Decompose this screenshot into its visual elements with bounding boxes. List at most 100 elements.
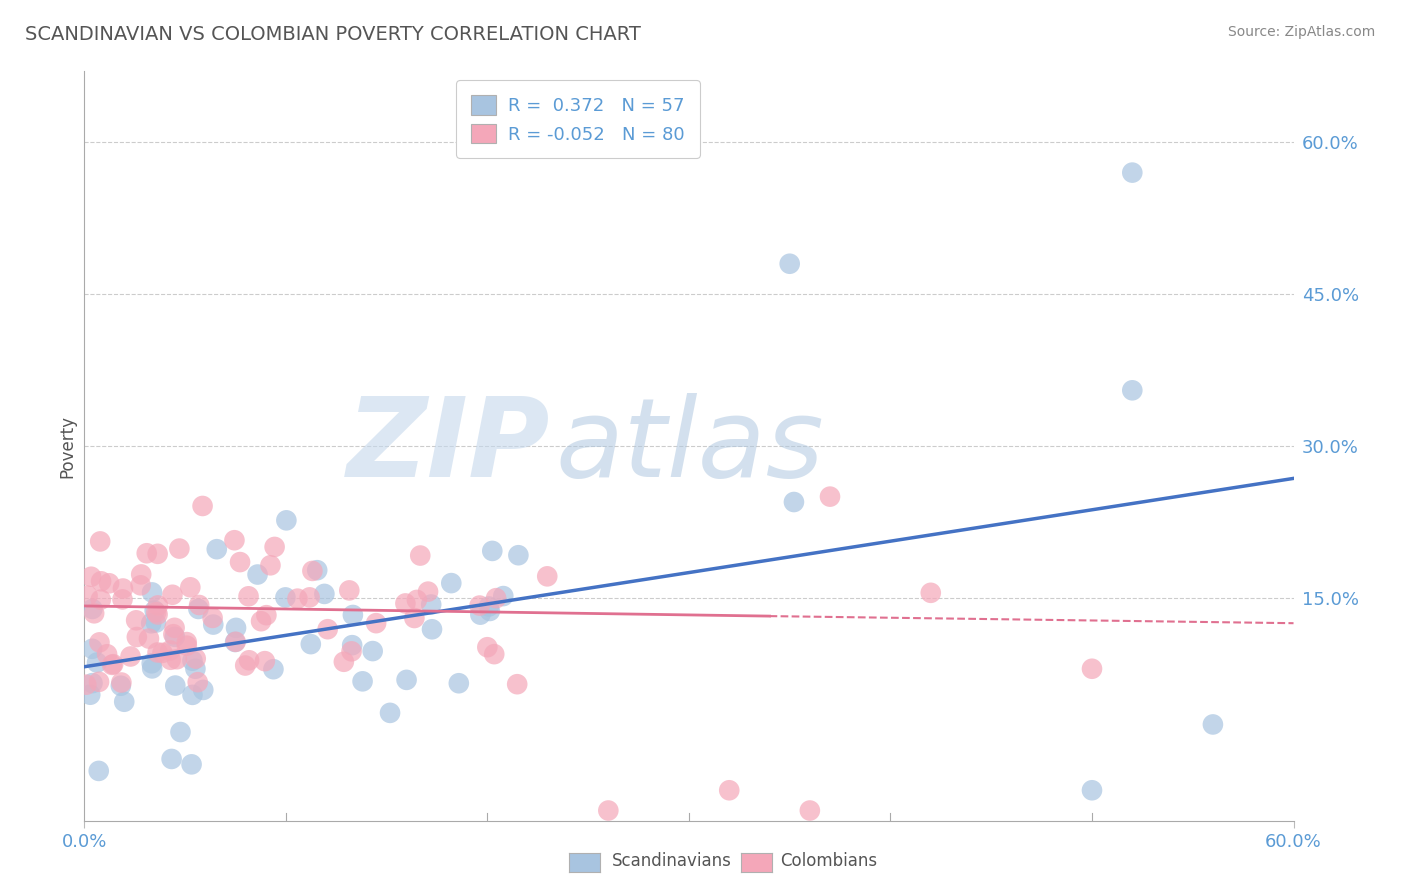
Point: [125, 613, 148, 627]
Point: [287, 591, 309, 606]
Point: [80, 570, 103, 584]
Point: [440, 576, 463, 591]
Point: [340, 644, 363, 658]
Point: [176, 635, 198, 649]
Legend: R =  0.372   N = 57, R = -0.052   N = 80: R = 0.372 N = 57, R = -0.052 N = 80: [456, 80, 700, 158]
Point: [254, 608, 277, 623]
Point: [1121, 166, 1143, 180]
Point: [141, 585, 163, 599]
Point: [492, 589, 515, 603]
Point: [378, 706, 401, 720]
Point: [79, 688, 101, 702]
Text: Colombians: Colombians: [780, 852, 877, 870]
Point: [160, 752, 183, 766]
Point: [143, 604, 166, 618]
Point: [263, 540, 285, 554]
Point: [138, 632, 160, 646]
Point: [179, 580, 201, 594]
Point: [145, 615, 167, 630]
Point: [420, 622, 443, 636]
Point: [224, 635, 246, 649]
Text: ZIP: ZIP: [346, 392, 550, 500]
Point: [416, 584, 439, 599]
Point: [395, 673, 418, 687]
Point: [598, 804, 620, 818]
Point: [82, 641, 104, 656]
Point: [276, 513, 298, 527]
Point: [146, 607, 169, 622]
Point: [111, 582, 134, 596]
Text: Scandinavians: Scandinavians: [612, 852, 731, 870]
Point: [169, 541, 191, 556]
Point: [316, 622, 339, 636]
Point: [470, 607, 492, 622]
Point: [141, 661, 163, 675]
Point: [536, 569, 558, 583]
Point: [229, 555, 252, 569]
Point: [141, 657, 163, 671]
Point: [87, 764, 110, 778]
Point: [224, 533, 246, 548]
Point: [159, 653, 181, 667]
Point: [253, 654, 276, 668]
Point: [298, 591, 321, 605]
Point: [82, 676, 104, 690]
Point: [307, 563, 329, 577]
Point: [103, 657, 125, 672]
Point: [176, 639, 198, 653]
Point: [166, 652, 188, 666]
Point: [799, 804, 821, 818]
Point: [135, 546, 157, 560]
Point: [112, 695, 135, 709]
Point: [181, 688, 204, 702]
Point: [233, 658, 256, 673]
Point: [420, 598, 443, 612]
Point: [188, 598, 211, 612]
Point: [83, 607, 105, 621]
Point: [468, 599, 491, 613]
Point: [447, 676, 470, 690]
Point: [181, 654, 204, 668]
Point: [76, 589, 98, 603]
Point: [191, 499, 214, 513]
Point: [818, 490, 841, 504]
Point: [484, 647, 506, 661]
Point: [405, 593, 427, 607]
Point: [409, 549, 432, 563]
Point: [301, 564, 323, 578]
Point: [205, 542, 228, 557]
Point: [314, 587, 336, 601]
Point: [184, 651, 207, 665]
Point: [145, 605, 167, 619]
Point: [201, 611, 224, 625]
Point: [352, 674, 374, 689]
Point: [250, 614, 273, 628]
Point: [477, 640, 499, 655]
Point: [187, 675, 209, 690]
Point: [478, 599, 501, 614]
Point: [90, 592, 112, 607]
Point: [159, 643, 181, 657]
Point: [394, 596, 416, 610]
Point: [508, 548, 530, 562]
Point: [299, 637, 322, 651]
Point: [333, 655, 356, 669]
Point: [259, 558, 281, 573]
Point: [146, 547, 169, 561]
Point: [75, 678, 97, 692]
Point: [920, 586, 942, 600]
Point: [110, 675, 132, 690]
Point: [478, 604, 501, 618]
Point: [101, 657, 124, 672]
Point: [779, 257, 801, 271]
Point: [90, 574, 112, 589]
Point: [169, 725, 191, 739]
Point: [481, 544, 503, 558]
Point: [86, 656, 108, 670]
Point: [225, 621, 247, 635]
Point: [361, 644, 384, 658]
Point: [162, 588, 184, 602]
Point: [187, 602, 209, 616]
Point: [163, 630, 186, 644]
Point: [1121, 384, 1143, 398]
